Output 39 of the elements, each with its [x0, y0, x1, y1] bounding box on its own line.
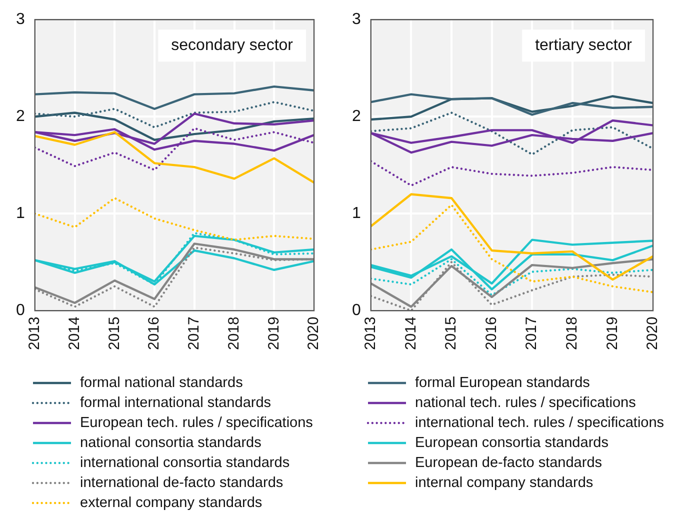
y-tick-label: 1 — [352, 205, 361, 222]
y-tick-label: 3 — [16, 11, 25, 28]
x-tick-label: 2019 — [604, 316, 621, 350]
x-tick-label: 2017 — [186, 316, 203, 350]
y-tick-label: 2 — [352, 108, 361, 126]
x-tick-label: 2020 — [305, 316, 322, 350]
legend-label: formal international standards — [80, 394, 272, 410]
legend-label: formal European standards — [415, 374, 590, 390]
x-tick-label: 2019 — [265, 316, 282, 350]
legend-label: external company standards — [80, 494, 262, 510]
legend-label: European tech. rules / specifications — [80, 414, 313, 430]
x-tick-label: 2017 — [523, 316, 540, 350]
legend-label: European consortia standards — [415, 434, 608, 450]
x-tick-label: 2020 — [644, 316, 662, 350]
y-tick-label: 0 — [16, 302, 25, 320]
x-tick-label: 2018 — [564, 316, 581, 350]
x-tick-label: 2016 — [146, 316, 163, 350]
y-tick-label: 3 — [352, 11, 361, 28]
x-tick-label: 2014 — [402, 316, 420, 350]
legend-label: international tech. rules / specifications — [415, 414, 664, 430]
y-tick-label: 0 — [352, 302, 361, 320]
text: secondary sector — [171, 37, 294, 54]
text: tertiary sector — [535, 37, 633, 54]
x-tick-label: 2015 — [442, 316, 460, 350]
x-tick-label: 2016 — [482, 316, 500, 350]
legend-label: formal national standards — [80, 374, 243, 390]
x-tick-label: 2014 — [66, 316, 83, 350]
legend-label: international de-facto standards — [80, 474, 284, 490]
y-tick-label: 1 — [16, 205, 25, 222]
legend-label: European de-facto standards — [415, 454, 602, 470]
legend-label: international consortia standards — [80, 454, 290, 470]
x-tick-label: 2018 — [225, 316, 242, 350]
y-tick-label: 2 — [16, 108, 25, 126]
legend-label: national consortia standards — [80, 434, 262, 450]
x-tick-label: 2013 — [362, 316, 380, 350]
x-tick-label: 2015 — [106, 316, 123, 350]
x-tick-label: 2013 — [26, 316, 44, 350]
legend-label: national tech. rules / specifications — [415, 394, 636, 410]
legend-label: internal company standards — [415, 474, 594, 490]
